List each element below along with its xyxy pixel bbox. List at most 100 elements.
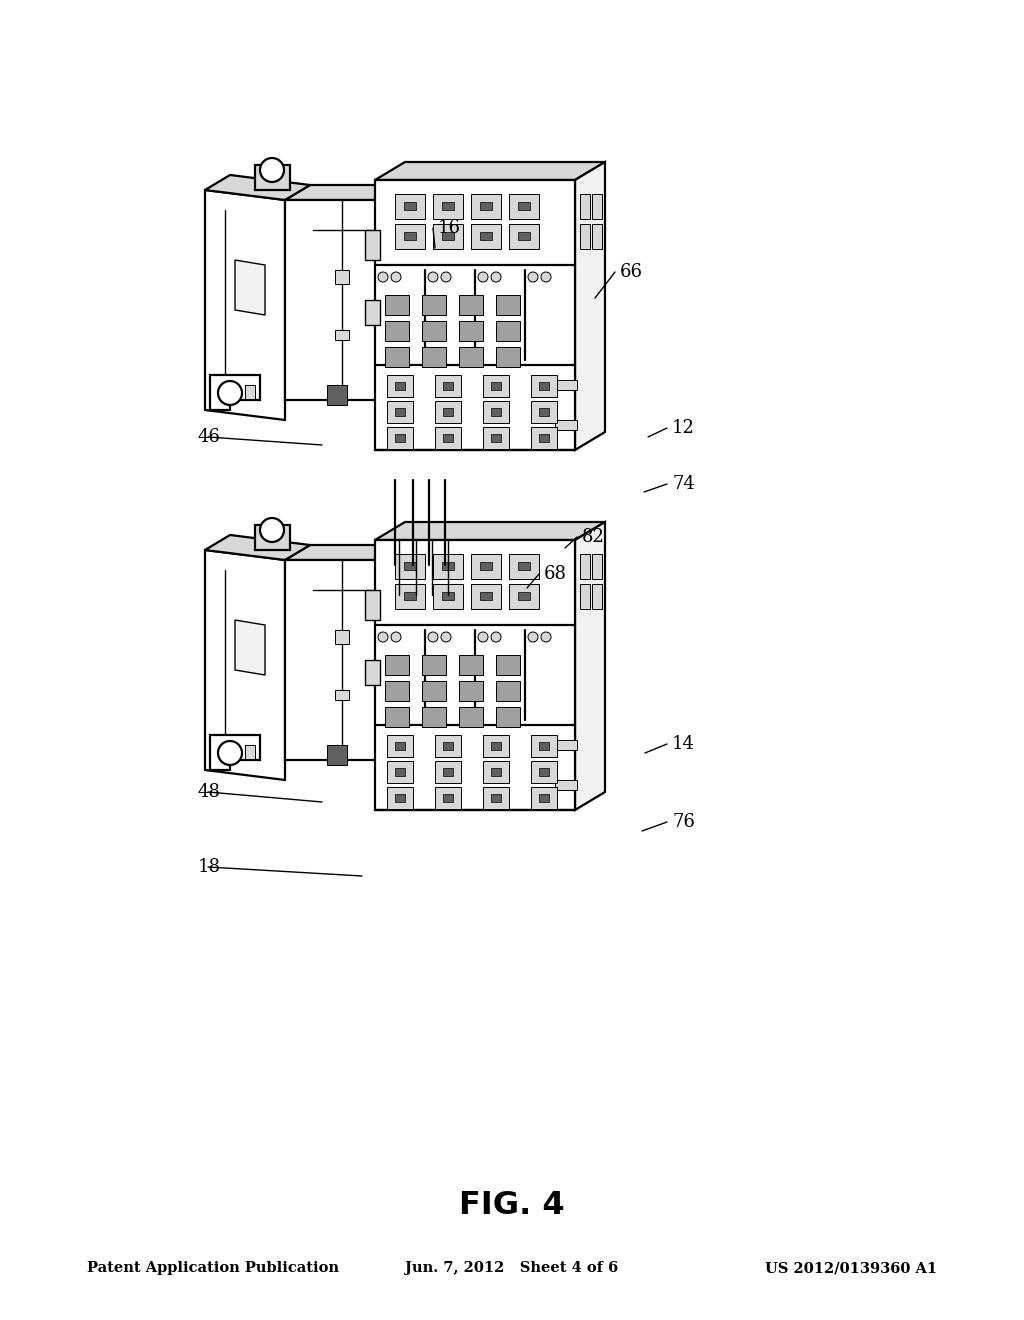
Bar — [539, 381, 549, 389]
Circle shape — [528, 272, 538, 282]
Bar — [592, 194, 602, 219]
Polygon shape — [575, 162, 605, 450]
Bar — [496, 681, 520, 701]
Bar — [327, 744, 347, 766]
Bar — [245, 744, 255, 759]
Polygon shape — [375, 521, 605, 540]
Bar — [387, 787, 413, 809]
Bar — [490, 434, 501, 442]
Bar — [422, 321, 446, 341]
Bar — [483, 735, 509, 756]
Circle shape — [490, 272, 501, 282]
Circle shape — [391, 632, 401, 642]
Polygon shape — [205, 190, 285, 420]
Polygon shape — [210, 735, 260, 770]
Bar — [443, 742, 453, 750]
Bar — [433, 194, 463, 219]
Bar — [580, 583, 590, 609]
Bar — [459, 681, 483, 701]
Bar — [422, 681, 446, 701]
Bar — [531, 787, 557, 809]
Bar — [422, 294, 446, 315]
Bar — [387, 762, 413, 783]
Bar — [555, 380, 577, 389]
Bar — [555, 420, 577, 430]
Bar — [531, 735, 557, 756]
Text: FIG. 4: FIG. 4 — [459, 1189, 565, 1221]
Bar — [496, 347, 520, 367]
Bar — [385, 681, 409, 701]
Bar — [404, 232, 416, 240]
Bar — [443, 408, 453, 416]
Bar — [509, 554, 539, 579]
Bar — [496, 655, 520, 675]
Bar — [459, 708, 483, 727]
Bar — [335, 630, 349, 644]
Circle shape — [478, 272, 488, 282]
Bar — [422, 655, 446, 675]
Circle shape — [441, 272, 451, 282]
Bar — [395, 224, 425, 249]
Polygon shape — [210, 375, 260, 411]
Bar — [580, 554, 590, 579]
Bar — [442, 562, 454, 570]
Circle shape — [218, 741, 242, 766]
Bar — [433, 224, 463, 249]
Bar — [335, 330, 349, 341]
Bar — [385, 321, 409, 341]
Bar — [518, 202, 530, 210]
Polygon shape — [285, 560, 400, 760]
Bar — [395, 554, 425, 579]
Bar — [539, 768, 549, 776]
Bar — [459, 655, 483, 675]
Bar — [555, 741, 577, 750]
Bar — [435, 401, 461, 422]
Text: 66: 66 — [620, 263, 643, 281]
Bar — [443, 768, 453, 776]
Bar — [335, 271, 349, 284]
Text: 82: 82 — [582, 528, 605, 546]
Text: 68: 68 — [544, 565, 567, 583]
Polygon shape — [400, 545, 425, 760]
Bar — [592, 554, 602, 579]
Bar — [471, 194, 501, 219]
Bar — [480, 232, 492, 240]
Text: Patent Application Publication: Patent Application Publication — [87, 1262, 339, 1275]
Text: 16: 16 — [438, 219, 461, 238]
Bar — [442, 202, 454, 210]
Polygon shape — [285, 545, 425, 560]
Circle shape — [378, 632, 388, 642]
Circle shape — [528, 632, 538, 642]
Bar — [496, 708, 520, 727]
Polygon shape — [205, 535, 310, 560]
Bar — [395, 381, 406, 389]
Text: 46: 46 — [198, 428, 221, 446]
Bar — [580, 194, 590, 219]
Bar — [471, 224, 501, 249]
Text: 12: 12 — [672, 418, 695, 437]
Bar — [483, 426, 509, 449]
Bar — [490, 742, 501, 750]
Circle shape — [260, 158, 284, 182]
Bar — [442, 232, 454, 240]
Bar — [496, 294, 520, 315]
Bar — [490, 768, 501, 776]
Bar — [255, 165, 290, 190]
Bar — [518, 591, 530, 601]
Bar — [387, 401, 413, 422]
Bar — [395, 434, 406, 442]
Circle shape — [541, 632, 551, 642]
Bar — [531, 375, 557, 397]
Polygon shape — [234, 260, 265, 315]
Bar — [433, 583, 463, 609]
Bar — [365, 230, 380, 260]
Circle shape — [218, 381, 242, 405]
Bar — [531, 401, 557, 422]
Bar — [365, 300, 380, 325]
Text: Jun. 7, 2012   Sheet 4 of 6: Jun. 7, 2012 Sheet 4 of 6 — [406, 1262, 618, 1275]
Bar — [395, 583, 425, 609]
Bar — [483, 401, 509, 422]
Circle shape — [441, 632, 451, 642]
Circle shape — [378, 272, 388, 282]
Bar — [459, 347, 483, 367]
